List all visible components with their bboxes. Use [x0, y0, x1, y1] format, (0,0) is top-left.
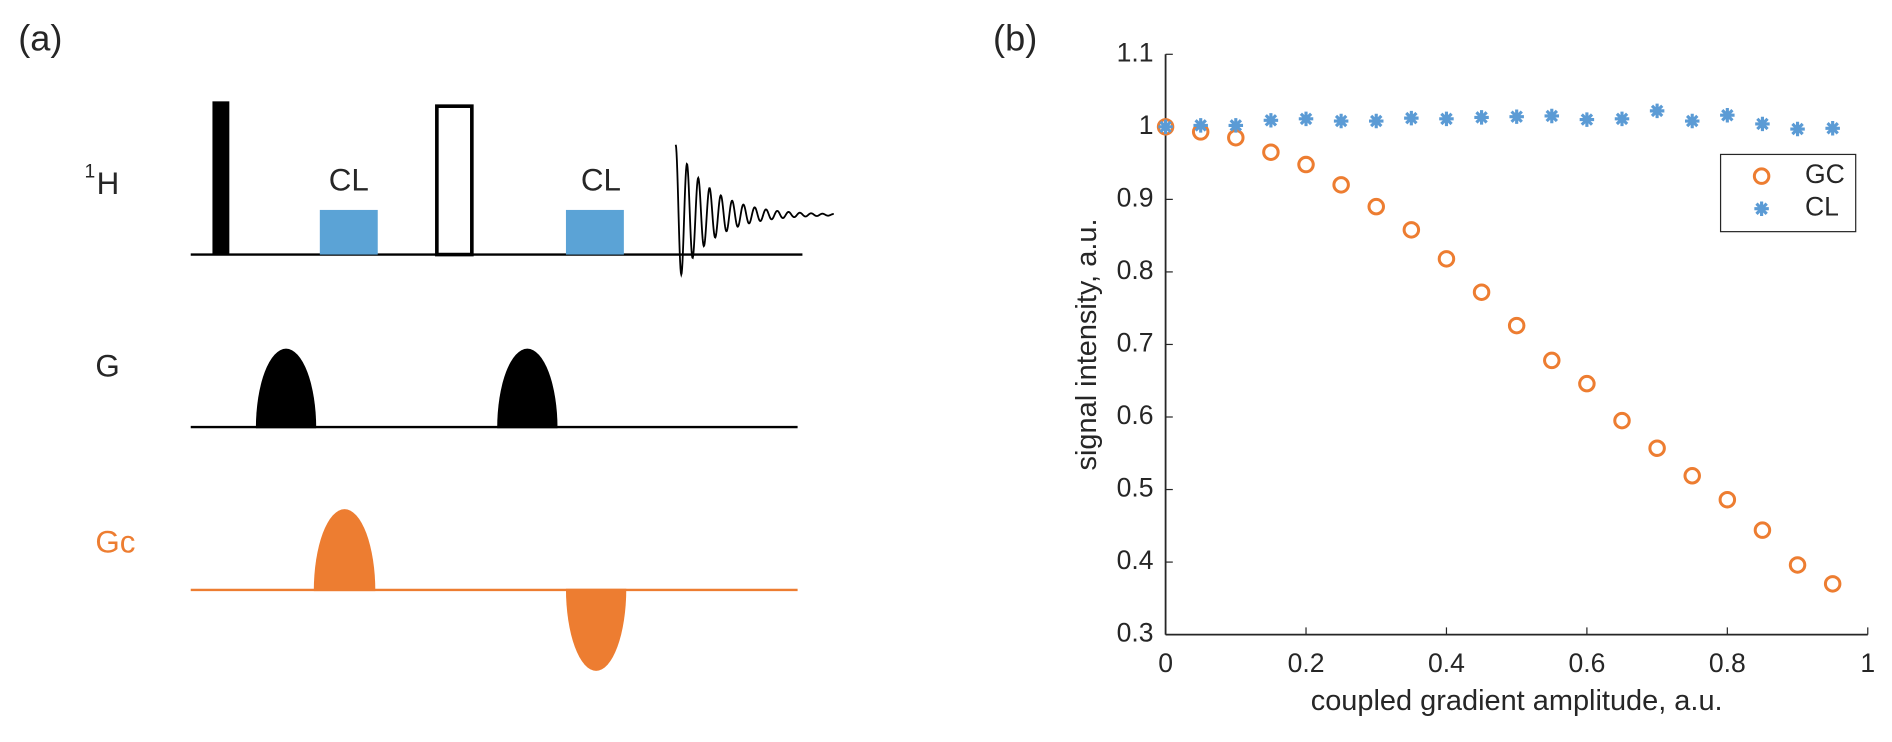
data-point [1684, 113, 1700, 129]
data-point [1228, 118, 1244, 133]
panel-label: (b) [993, 18, 1037, 59]
x-tick-label: 0.4 [1428, 648, 1465, 678]
data-point [1439, 111, 1454, 127]
data-point [1369, 113, 1384, 129]
panel-b: (b) [993, 18, 1037, 59]
data-point [1823, 575, 1842, 593]
gc-channel-label: Gc [95, 524, 135, 559]
y-tick-label: 0.8 [1117, 255, 1154, 285]
data-point [1649, 103, 1665, 119]
y-axis-label: signal intensity, a.u. [1071, 218, 1103, 470]
x-axis-label: coupled gradient amplitude, a.u. [1311, 685, 1723, 717]
data-point [1404, 110, 1419, 126]
y-tick-label: 0.3 [1117, 618, 1154, 648]
panel-a: (a) 1 H CL CL G Gc [18, 18, 834, 671]
y-tick-label: 0.5 [1117, 473, 1154, 503]
y-tick-label: 0.9 [1117, 182, 1154, 212]
data-point [1788, 556, 1807, 574]
x-tick-label: 0.2 [1288, 648, 1325, 678]
data-point [1507, 316, 1526, 335]
legend-marker [1752, 167, 1771, 185]
data-point [1683, 467, 1701, 485]
x-tick-label: 0 [1158, 648, 1173, 678]
data-point [1332, 176, 1350, 194]
data-point [1825, 121, 1840, 136]
y-tick-label: 1.1 [1117, 37, 1154, 67]
y-tick-label: 0.4 [1117, 545, 1154, 575]
x-tick-label: 0.8 [1709, 648, 1746, 678]
data-point [1790, 121, 1805, 137]
h-superscript: 1 [85, 162, 96, 183]
data-point [1333, 113, 1349, 129]
pulse-90 [212, 101, 230, 255]
y-tick-label: 0.6 [1117, 400, 1154, 430]
gradient-lobe [497, 348, 558, 429]
pulse-180 [435, 104, 474, 257]
y-tick-label: 1 [1139, 110, 1154, 140]
data-point [1543, 351, 1561, 370]
data-point [1544, 108, 1560, 124]
data-point [1578, 374, 1596, 393]
data-point [1193, 118, 1208, 133]
data-point [1297, 155, 1315, 174]
data-point [1227, 128, 1245, 147]
data-point [1472, 283, 1491, 301]
x-tick-label: 1 [1860, 648, 1875, 678]
g-channel-label: G [95, 348, 119, 383]
coupled-gradient-lobe [565, 588, 627, 671]
cl-block [319, 209, 378, 255]
data-point [1158, 119, 1173, 135]
data-point [1263, 113, 1279, 128]
h-channel-label: H [97, 166, 120, 201]
cl-label: CL [329, 162, 369, 197]
gradient-lobe [255, 348, 317, 429]
legend-label: CL [1805, 192, 1839, 222]
data-point [1648, 439, 1666, 457]
coupled-gradient-lobe [313, 509, 376, 592]
data-point [1720, 107, 1735, 123]
data-point [1437, 250, 1456, 268]
panel-label: (a) [18, 18, 62, 59]
data-point [1718, 490, 1737, 509]
legend-label: GC [1805, 159, 1845, 189]
legend-box [1719, 153, 1857, 233]
data-point [1367, 197, 1385, 216]
y-tick-label: 0.7 [1117, 327, 1154, 357]
data-point [1613, 411, 1631, 430]
cl-label: CL [581, 162, 621, 197]
data-point [1509, 109, 1524, 124]
fid [674, 144, 834, 278]
data-point [1262, 143, 1280, 161]
data-point [1753, 521, 1772, 539]
data-point [1579, 112, 1595, 127]
legend-marker [1754, 201, 1769, 216]
data-point [1474, 110, 1489, 125]
data-point [1755, 116, 1770, 132]
data-point [1614, 111, 1630, 127]
data-point [1402, 221, 1421, 239]
x-tick-label: 0.6 [1568, 648, 1605, 678]
cl-block [565, 209, 624, 255]
data-point [1298, 111, 1314, 127]
